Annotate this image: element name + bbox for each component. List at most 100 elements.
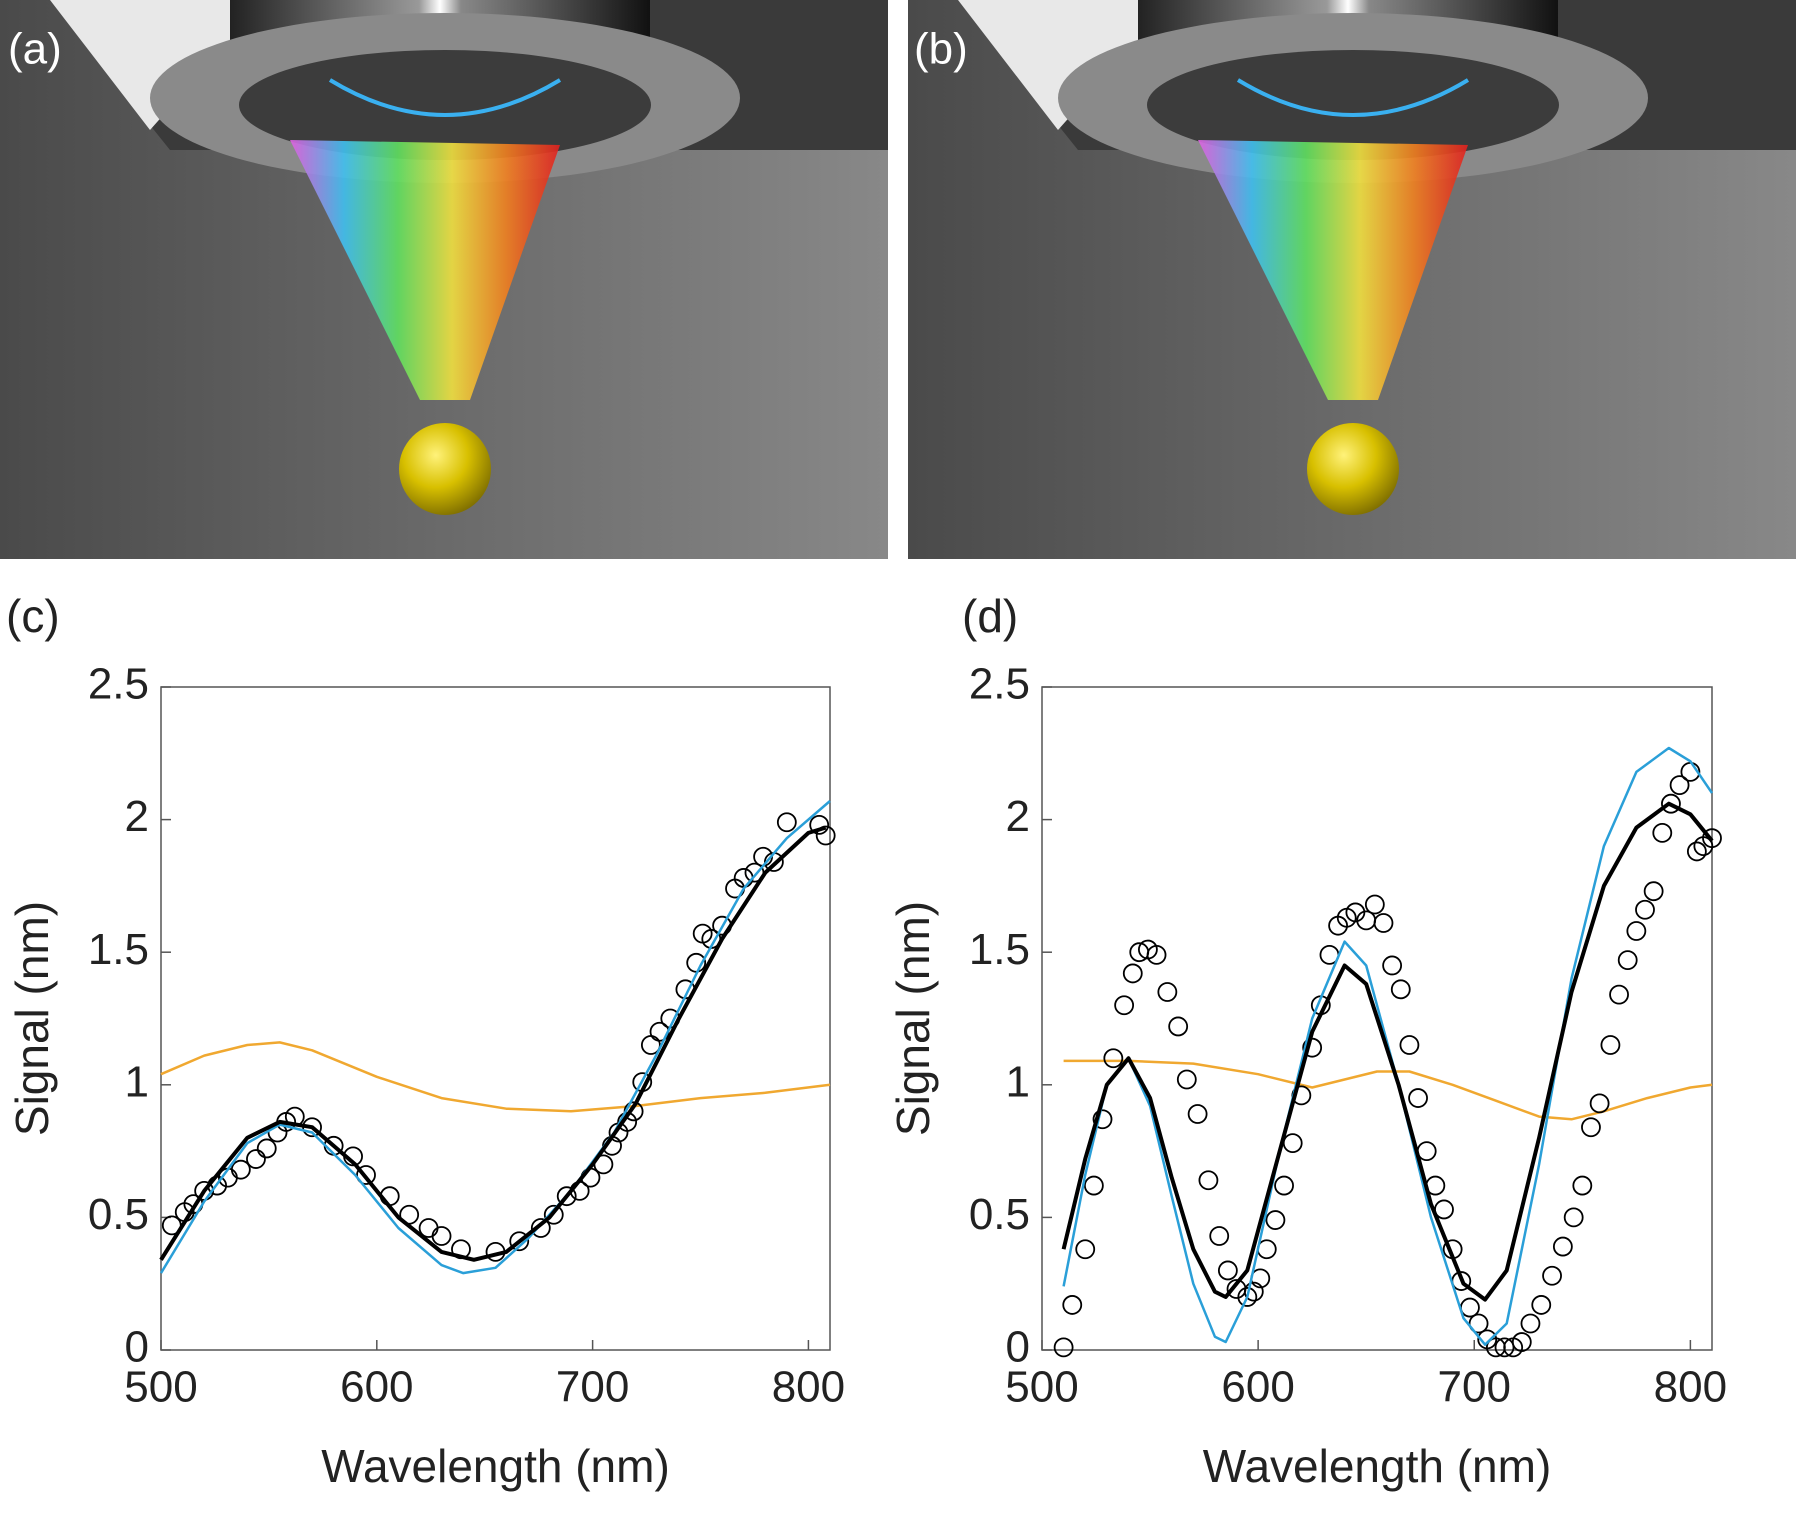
data-point <box>1053 1337 1074 1358</box>
data-point <box>1209 1226 1230 1246</box>
data-point <box>1282 1133 1303 1154</box>
data-point <box>1572 1175 1593 1196</box>
data-point <box>530 1218 551 1238</box>
data-point <box>1643 881 1664 902</box>
data-point <box>1652 822 1673 843</box>
data-point <box>1511 1332 1532 1352</box>
y-tick-label: 0 <box>125 1323 149 1372</box>
data-point <box>1609 984 1629 1005</box>
panel-label: (a) <box>8 25 62 74</box>
x-tick-label: 700 <box>556 1363 629 1412</box>
data-point <box>1176 1069 1197 1090</box>
panel-label: (d) <box>962 590 1018 642</box>
render-b <box>906 0 1798 561</box>
data-point <box>1390 979 1411 1000</box>
data-point <box>431 1226 452 1246</box>
x-axis-label: Wavelength (nm) <box>321 1440 670 1492</box>
data-point <box>1542 1265 1562 1286</box>
x-axis-label: Wavelength (nm) <box>1203 1440 1552 1492</box>
data-point <box>230 1159 251 1180</box>
data-point <box>1157 982 1178 1002</box>
data-point <box>1669 775 1690 796</box>
data-point <box>1408 1088 1428 1108</box>
data-point <box>815 825 836 846</box>
x-tick-label: 700 <box>1438 1363 1511 1412</box>
data-point <box>1364 894 1385 915</box>
data-point <box>1274 1175 1294 1196</box>
data-point <box>1589 1093 1610 1114</box>
data-point <box>1399 1035 1420 1055</box>
data-line <box>159 825 827 1262</box>
y-tick-label: 2 <box>125 792 149 841</box>
data-point <box>1083 1175 1104 1196</box>
data-point <box>1217 1260 1238 1281</box>
data-point <box>1146 944 1167 965</box>
y-tick-label: 2 <box>1006 792 1030 841</box>
data-point <box>1062 1295 1083 1315</box>
data-point <box>1468 1313 1489 1334</box>
data-point <box>356 1165 376 1185</box>
data-point <box>1702 828 1722 849</box>
data-line <box>160 1041 831 1113</box>
data-line <box>1061 801 1714 1302</box>
data-point <box>1626 921 1647 941</box>
data-point <box>809 815 830 835</box>
data-point <box>1122 963 1143 984</box>
y-axis-label: Signal (nm) <box>6 901 58 1136</box>
y-tick-label: 2.5 <box>88 660 149 709</box>
data-point <box>556 1186 577 1207</box>
data-point <box>509 1231 530 1252</box>
data-point <box>246 1149 266 1169</box>
data-point <box>1563 1207 1584 1228</box>
data-point <box>1661 793 1681 814</box>
data-point <box>1617 950 1638 971</box>
x-tick-label: 800 <box>1654 1363 1727 1412</box>
y-tick-label: 0.5 <box>969 1190 1030 1239</box>
data-point <box>1198 1170 1219 1191</box>
data-point <box>1243 1281 1264 1302</box>
data-point <box>1265 1210 1286 1230</box>
y-tick-label: 1 <box>1006 1057 1030 1106</box>
data-point <box>1187 1104 1208 1124</box>
data-point <box>1552 1236 1573 1257</box>
data-point <box>1581 1117 1601 1138</box>
data-point <box>1168 1016 1189 1037</box>
data-point <box>1520 1313 1541 1334</box>
data-point <box>1600 1035 1621 1055</box>
data-point <box>1635 899 1655 920</box>
data-point <box>1416 1141 1437 1161</box>
x-tick-label: 500 <box>1005 1363 1078 1412</box>
y-tick-label: 0.5 <box>88 1190 149 1239</box>
y-tick-label: 0 <box>1006 1323 1030 1372</box>
data-point <box>1103 1048 1124 1069</box>
y-tick-label: 2.5 <box>969 660 1030 709</box>
data-point <box>1114 995 1135 1016</box>
data-line <box>159 800 831 1275</box>
plot-frame <box>1041 686 1713 1351</box>
panel-label: (b) <box>914 25 968 74</box>
data-line <box>1062 746 1714 1346</box>
panel-label: (c) <box>6 590 60 642</box>
x-tick-label: 500 <box>124 1363 197 1412</box>
data-line <box>1063 1059 1713 1121</box>
render-a <box>0 0 890 561</box>
y-axis-label: Signal (nm) <box>887 901 939 1136</box>
data-point <box>1237 1287 1258 1307</box>
plot-frame <box>160 686 831 1351</box>
y-tick-label: 1 <box>125 1057 149 1106</box>
x-tick-label: 800 <box>772 1363 845 1412</box>
data-point <box>256 1138 277 1159</box>
x-tick-label: 600 <box>340 1363 413 1412</box>
data-point <box>1373 913 1394 933</box>
data-point <box>543 1204 564 1225</box>
y-tick-label: 1.5 <box>969 925 1030 974</box>
data-point <box>1686 841 1707 862</box>
data-point <box>1075 1239 1096 1260</box>
data-point <box>776 812 797 833</box>
data-point <box>1531 1295 1552 1315</box>
data-point <box>1382 955 1403 976</box>
y-tick-label: 1.5 <box>88 925 149 974</box>
x-tick-label: 600 <box>1221 1363 1294 1412</box>
